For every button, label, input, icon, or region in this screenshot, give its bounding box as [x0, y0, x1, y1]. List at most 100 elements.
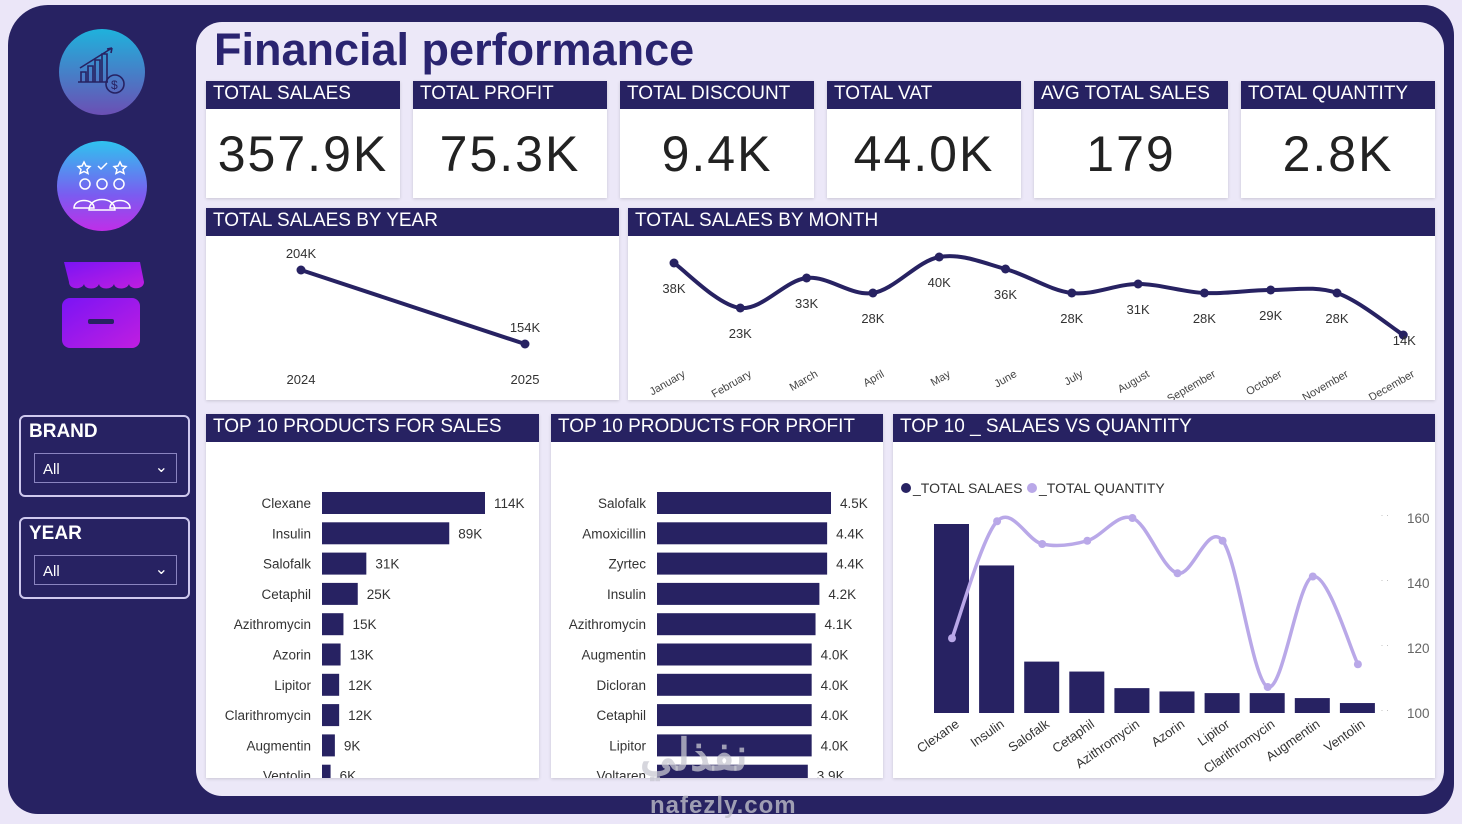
x-tick-label: February [710, 368, 755, 400]
year-dropdown[interactable]: All ⌄ [34, 555, 177, 585]
sales-vs-quantity-card: TOP 10 _ SALAES VS QUANTITY _TOTAL SALAE… [893, 414, 1435, 778]
kpi-value: 44.0K [853, 126, 995, 182]
watermark-text: nafezly.com [650, 792, 797, 819]
data-label: 4.0K [821, 648, 849, 663]
data-label: 28K [861, 311, 884, 326]
data-point [934, 252, 944, 262]
svg-text:$: $ [111, 78, 118, 92]
x-tick-label: October [1244, 368, 1284, 398]
category-label: Cetaphil [261, 587, 311, 602]
quantity-point [1263, 683, 1272, 691]
data-point [735, 303, 745, 313]
brand-dropdown[interactable]: All ⌄ [34, 453, 177, 483]
top-sales-chart: Clexane 114K Insulin 89K Salofalk 31K Cetaphil… [225, 492, 525, 787]
data-point [1001, 264, 1010, 274]
kpi-value: 75.3K [439, 126, 581, 182]
bar [322, 613, 344, 636]
customers-rating-icon[interactable] [56, 140, 148, 232]
kpi-value: 357.9K [217, 126, 389, 182]
bar [979, 565, 1015, 713]
chevron-down-icon: ⌄ [154, 561, 168, 578]
x-tick-label: Insulin [967, 716, 1006, 750]
data-label: 12K [348, 708, 372, 723]
category-label: Lipitor [274, 678, 311, 693]
x-tick-label: 2024 [287, 372, 316, 387]
kpi-card: TOTAL VAT 44.0K [827, 81, 1021, 198]
store-icon[interactable] [58, 260, 146, 348]
data-label: 28K [1193, 311, 1216, 326]
quantity-point [1173, 569, 1182, 578]
kpi-card: TOTAL DISCOUNT 9.4K [620, 81, 814, 198]
data-label: 33K [795, 296, 818, 311]
bar [934, 524, 969, 713]
kpi-card: AVG TOTAL SALES 179 [1034, 81, 1228, 198]
bar [1204, 693, 1240, 713]
category-label: Azithromycin [234, 617, 311, 632]
data-point [296, 265, 306, 275]
x-tick-label: December [1367, 368, 1417, 400]
category-label: Salofalk [598, 496, 646, 511]
x-tick-label: Clexane [914, 716, 962, 756]
chart-title: TOP 10 PRODUCTS FOR PROFIT [551, 414, 883, 442]
x-tick-label: April [861, 368, 886, 389]
quantity-point [1308, 572, 1317, 581]
data-label: 38K [662, 281, 685, 296]
data-label: 4.0K [821, 738, 849, 753]
bar [1159, 691, 1195, 713]
data-label: 25K [367, 587, 391, 602]
quantity-point [948, 634, 956, 643]
data-label: 89K [458, 526, 482, 541]
x-tick-label: March [788, 368, 820, 394]
data-label: 4.0K [821, 708, 849, 723]
x-tick-label: May [929, 368, 953, 389]
kpi-label: TOTAL PROFIT [413, 81, 607, 109]
sales-by-month-chart: 38K January 23K February 33K March 28K April 40K… [648, 252, 1417, 406]
category-label: Clexane [261, 496, 311, 511]
quantity-point [1038, 540, 1047, 548]
data-label: 9K [344, 738, 361, 753]
x-tick-label: Salofalk [1005, 716, 1052, 755]
bar [1069, 671, 1105, 713]
data-label: 4.5K [840, 496, 868, 511]
y2-tick-label: 100 [1407, 706, 1430, 721]
sales-by-year-card: TOTAL SALAES BY YEAR 204K 2024 154K 2025 [206, 208, 619, 400]
x-tick-label: August [1116, 368, 1152, 396]
finance-chart-gear-icon[interactable]: $ [58, 28, 146, 116]
data-label: 154K [510, 320, 541, 335]
bar [657, 582, 820, 605]
bar [322, 764, 331, 787]
kpi-label: TOTAL SALAES [206, 81, 400, 109]
top-profit-chart: Salofalk 4.5K Amoxicillin 4.4K Zyrtec 4.4K Ins… [569, 492, 868, 787]
series-line [300, 268, 526, 346]
sales-by-month-card: TOTAL SALAES BY MONTH 38K January 23K Febru… [628, 208, 1435, 406]
bar [1339, 703, 1375, 713]
series-line [672, 254, 1405, 337]
brand-slicer-label: BRAND [29, 421, 98, 442]
bar [322, 492, 485, 514]
data-label: 114K [494, 496, 525, 511]
data-label: 28K [1060, 311, 1083, 326]
page-title: Financial performance [214, 24, 695, 75]
data-point [1133, 279, 1143, 289]
bar [322, 673, 340, 696]
category-label: Augmentin [581, 648, 646, 663]
category-label: Insulin [272, 526, 311, 541]
category-label: Cetaphil [596, 708, 646, 723]
x-tick-label: Lipitor [1195, 716, 1233, 749]
data-label: 4.0K [821, 678, 849, 693]
legend-label: _TOTAL SALAES [912, 480, 1022, 496]
data-point [802, 273, 812, 283]
bar [657, 704, 812, 727]
top-profit-card: TOP 10 PRODUCTS FOR PROFIT Salofalk 4.5K A… [551, 414, 883, 787]
bar [322, 552, 367, 575]
data-label: 29K [1259, 308, 1282, 323]
bar [1024, 661, 1060, 713]
gridline-dots: · · [1381, 705, 1390, 715]
gridline-dots: · · [1381, 640, 1390, 650]
data-label: 13K [350, 648, 374, 663]
data-label: 28K [1325, 311, 1348, 326]
bar [1114, 688, 1150, 713]
data-label: 14K [1393, 333, 1416, 348]
bar [657, 552, 828, 575]
bar [657, 673, 812, 696]
